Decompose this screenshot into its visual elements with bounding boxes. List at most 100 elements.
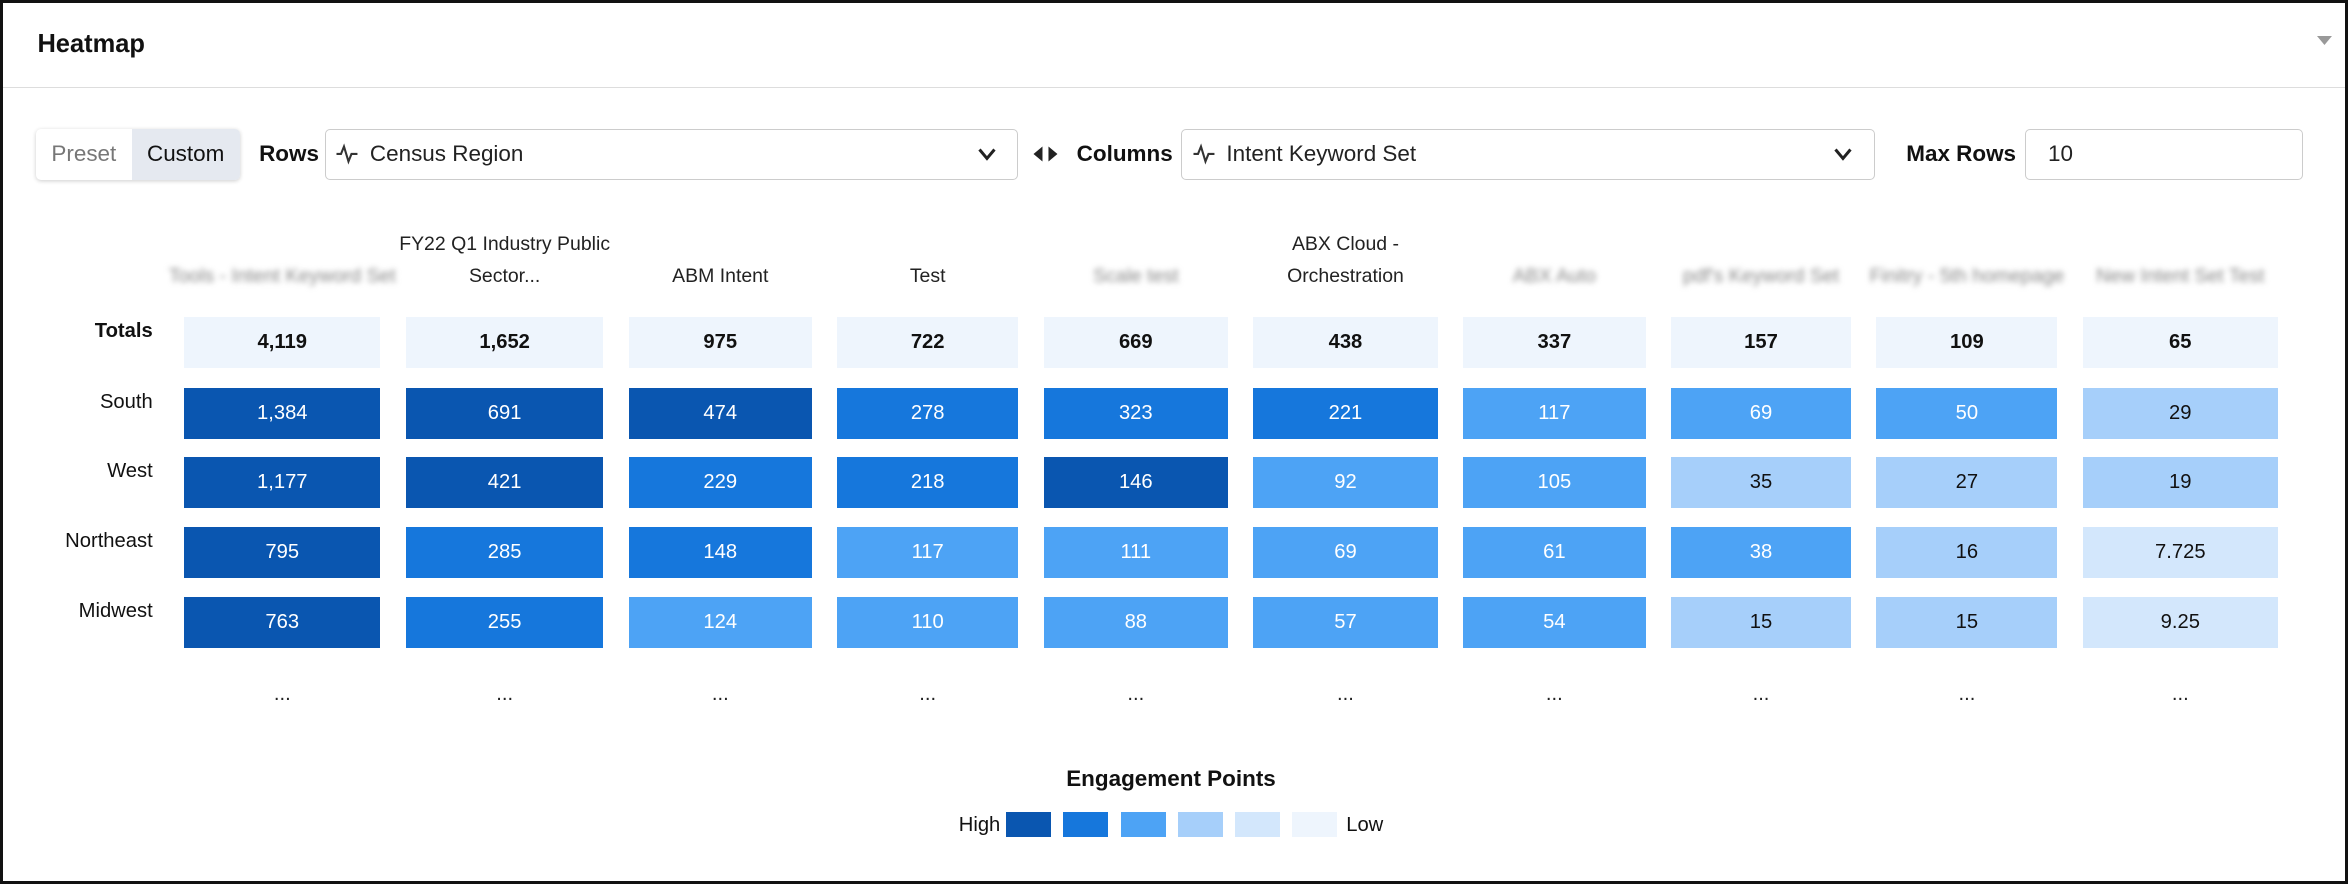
heatmap-cell: 221 xyxy=(1253,387,1438,439)
row-label: Northeast xyxy=(65,530,153,553)
legend-swatch xyxy=(1177,811,1223,838)
more-rows: ... xyxy=(1545,683,1563,706)
mode-option[interactable]: Preset xyxy=(51,141,117,167)
column-header: FY22 Q1 Industry Public Sector... xyxy=(399,233,611,287)
totals-cell: 669 xyxy=(1043,317,1228,369)
max-rows-input[interactable]: 10 xyxy=(2024,128,2304,180)
heatmap-cell: 229 xyxy=(628,456,812,508)
totals-cell: 4,119 xyxy=(184,317,381,369)
heatmap-cell: 50 xyxy=(1876,387,2058,439)
header-divider xyxy=(3,86,2345,89)
heatmap-cell: 57 xyxy=(1253,597,1438,649)
heatmap-cell: 27 xyxy=(1876,456,2058,508)
chevron-icon xyxy=(1831,142,1855,166)
heatmap-cell: 1,384 xyxy=(184,387,381,439)
heatmap-cell: 61 xyxy=(1463,527,1646,578)
totals-cell: 337 xyxy=(1463,317,1646,369)
heatmap-cell: 19 xyxy=(2082,456,2278,508)
column-header: ABM Intent xyxy=(672,264,769,287)
chevron-icon xyxy=(975,142,999,166)
more-rows: ... xyxy=(273,683,291,706)
totals-cell: 65 xyxy=(2082,317,2278,369)
columns-value: Intent Keyword Set xyxy=(1226,141,1417,167)
heatmap-cell: 69 xyxy=(1253,527,1438,578)
legend-title: Engagement Points xyxy=(1066,765,1276,791)
column-header: ABX Auto xyxy=(1512,264,1596,287)
column-header: New Intent Set Test xyxy=(2096,264,2265,287)
max-rows-label: Max Rows xyxy=(1906,141,2017,167)
heatmap-cell: 146 xyxy=(1043,456,1228,508)
legend-swatch xyxy=(1292,811,1338,838)
column-header: Tools - Intent Keyword Set xyxy=(168,264,396,287)
heatmap-cell: 117 xyxy=(1463,387,1646,439)
heatmap-cell: 124 xyxy=(628,597,812,649)
columns-label: Columns xyxy=(1076,141,1173,167)
collapse-toggle[interactable] xyxy=(2314,33,2335,48)
column-header: ABX Cloud - Orchestration xyxy=(1287,233,1404,287)
heatmap-cell: 15 xyxy=(1876,597,2058,649)
heatmap-cell: 105 xyxy=(1463,456,1646,508)
heatmap-cell: 110 xyxy=(837,597,1019,649)
column-header: Scale test xyxy=(1093,264,1179,287)
heatmap-cell: 111 xyxy=(1043,527,1228,578)
heatmap-cell: 35 xyxy=(1671,456,1851,508)
more-rows: ... xyxy=(1752,683,1770,706)
legend-high: High xyxy=(958,813,1001,836)
heatmap-cell: 69 xyxy=(1671,387,1851,439)
heatmap-cell: 218 xyxy=(837,456,1019,508)
totals-cell: 975 xyxy=(628,317,812,369)
heatmap-cell: 763 xyxy=(184,597,381,649)
columns-dropdown[interactable] xyxy=(1181,128,1875,180)
totals-cell: 109 xyxy=(1876,317,2058,369)
rows-value: Census Region xyxy=(369,141,524,167)
heatmap-cell: 38 xyxy=(1671,527,1851,578)
heatmap-cell: 795 xyxy=(184,527,381,578)
column-header: Finitry - 5th homepage xyxy=(1869,264,2065,287)
legend-swatch xyxy=(1006,811,1052,838)
legend-swatch xyxy=(1120,811,1166,838)
heatmap-cell: 15 xyxy=(1671,597,1851,649)
heatmap-cell: 255 xyxy=(405,597,604,649)
heatmap-cell: 117 xyxy=(837,527,1019,578)
totals-cell: 157 xyxy=(1671,317,1851,369)
legend-low: Low xyxy=(1346,813,1384,836)
heatmap-cell: 474 xyxy=(628,387,812,439)
heatmap-cell: 7.725 xyxy=(2082,527,2278,578)
heatmap-cell: 9.25 xyxy=(2082,597,2278,649)
heatmap-cell: 92 xyxy=(1253,456,1438,508)
row-label: Totals xyxy=(94,320,153,343)
more-rows: ... xyxy=(496,683,514,706)
more-rows: ... xyxy=(919,683,937,706)
panel-title: Heatmap xyxy=(37,30,145,59)
heatmap-cell: 148 xyxy=(628,527,812,578)
totals-cell: 438 xyxy=(1253,317,1438,369)
pulse-icon xyxy=(335,142,359,166)
row-label: Midwest xyxy=(78,600,153,623)
mode-option[interactable]: Custom xyxy=(131,128,240,180)
legend-swatch xyxy=(1235,811,1281,838)
heatmap-cell: 54 xyxy=(1463,597,1646,649)
row-label: South xyxy=(99,390,153,413)
more-rows: ... xyxy=(2171,683,2189,706)
legend-swatch xyxy=(1063,811,1109,838)
heatmap-cell: 285 xyxy=(405,527,604,578)
pulse-icon xyxy=(1192,142,1216,166)
heatmap-cell: 16 xyxy=(1876,527,2058,578)
heatmap-cell: 691 xyxy=(405,387,604,439)
totals-cell: 722 xyxy=(837,317,1019,369)
totals-cell: 1,652 xyxy=(405,317,604,369)
heatmap-cell: 88 xyxy=(1043,597,1228,649)
rows-label: Rows xyxy=(259,141,319,167)
row-label: West xyxy=(107,459,153,482)
more-rows: ... xyxy=(1958,683,1976,706)
heatmap-cell: 278 xyxy=(837,387,1019,439)
swap-icon[interactable] xyxy=(1032,142,1059,166)
rows-dropdown[interactable] xyxy=(324,128,1019,180)
more-rows: ... xyxy=(711,683,729,706)
heatmap-cell: 421 xyxy=(405,456,604,508)
heatmap-cell: 323 xyxy=(1043,387,1228,439)
more-rows: ... xyxy=(1127,683,1145,706)
more-rows: ... xyxy=(1337,683,1354,706)
heatmap-cell: 1,177 xyxy=(184,456,381,508)
